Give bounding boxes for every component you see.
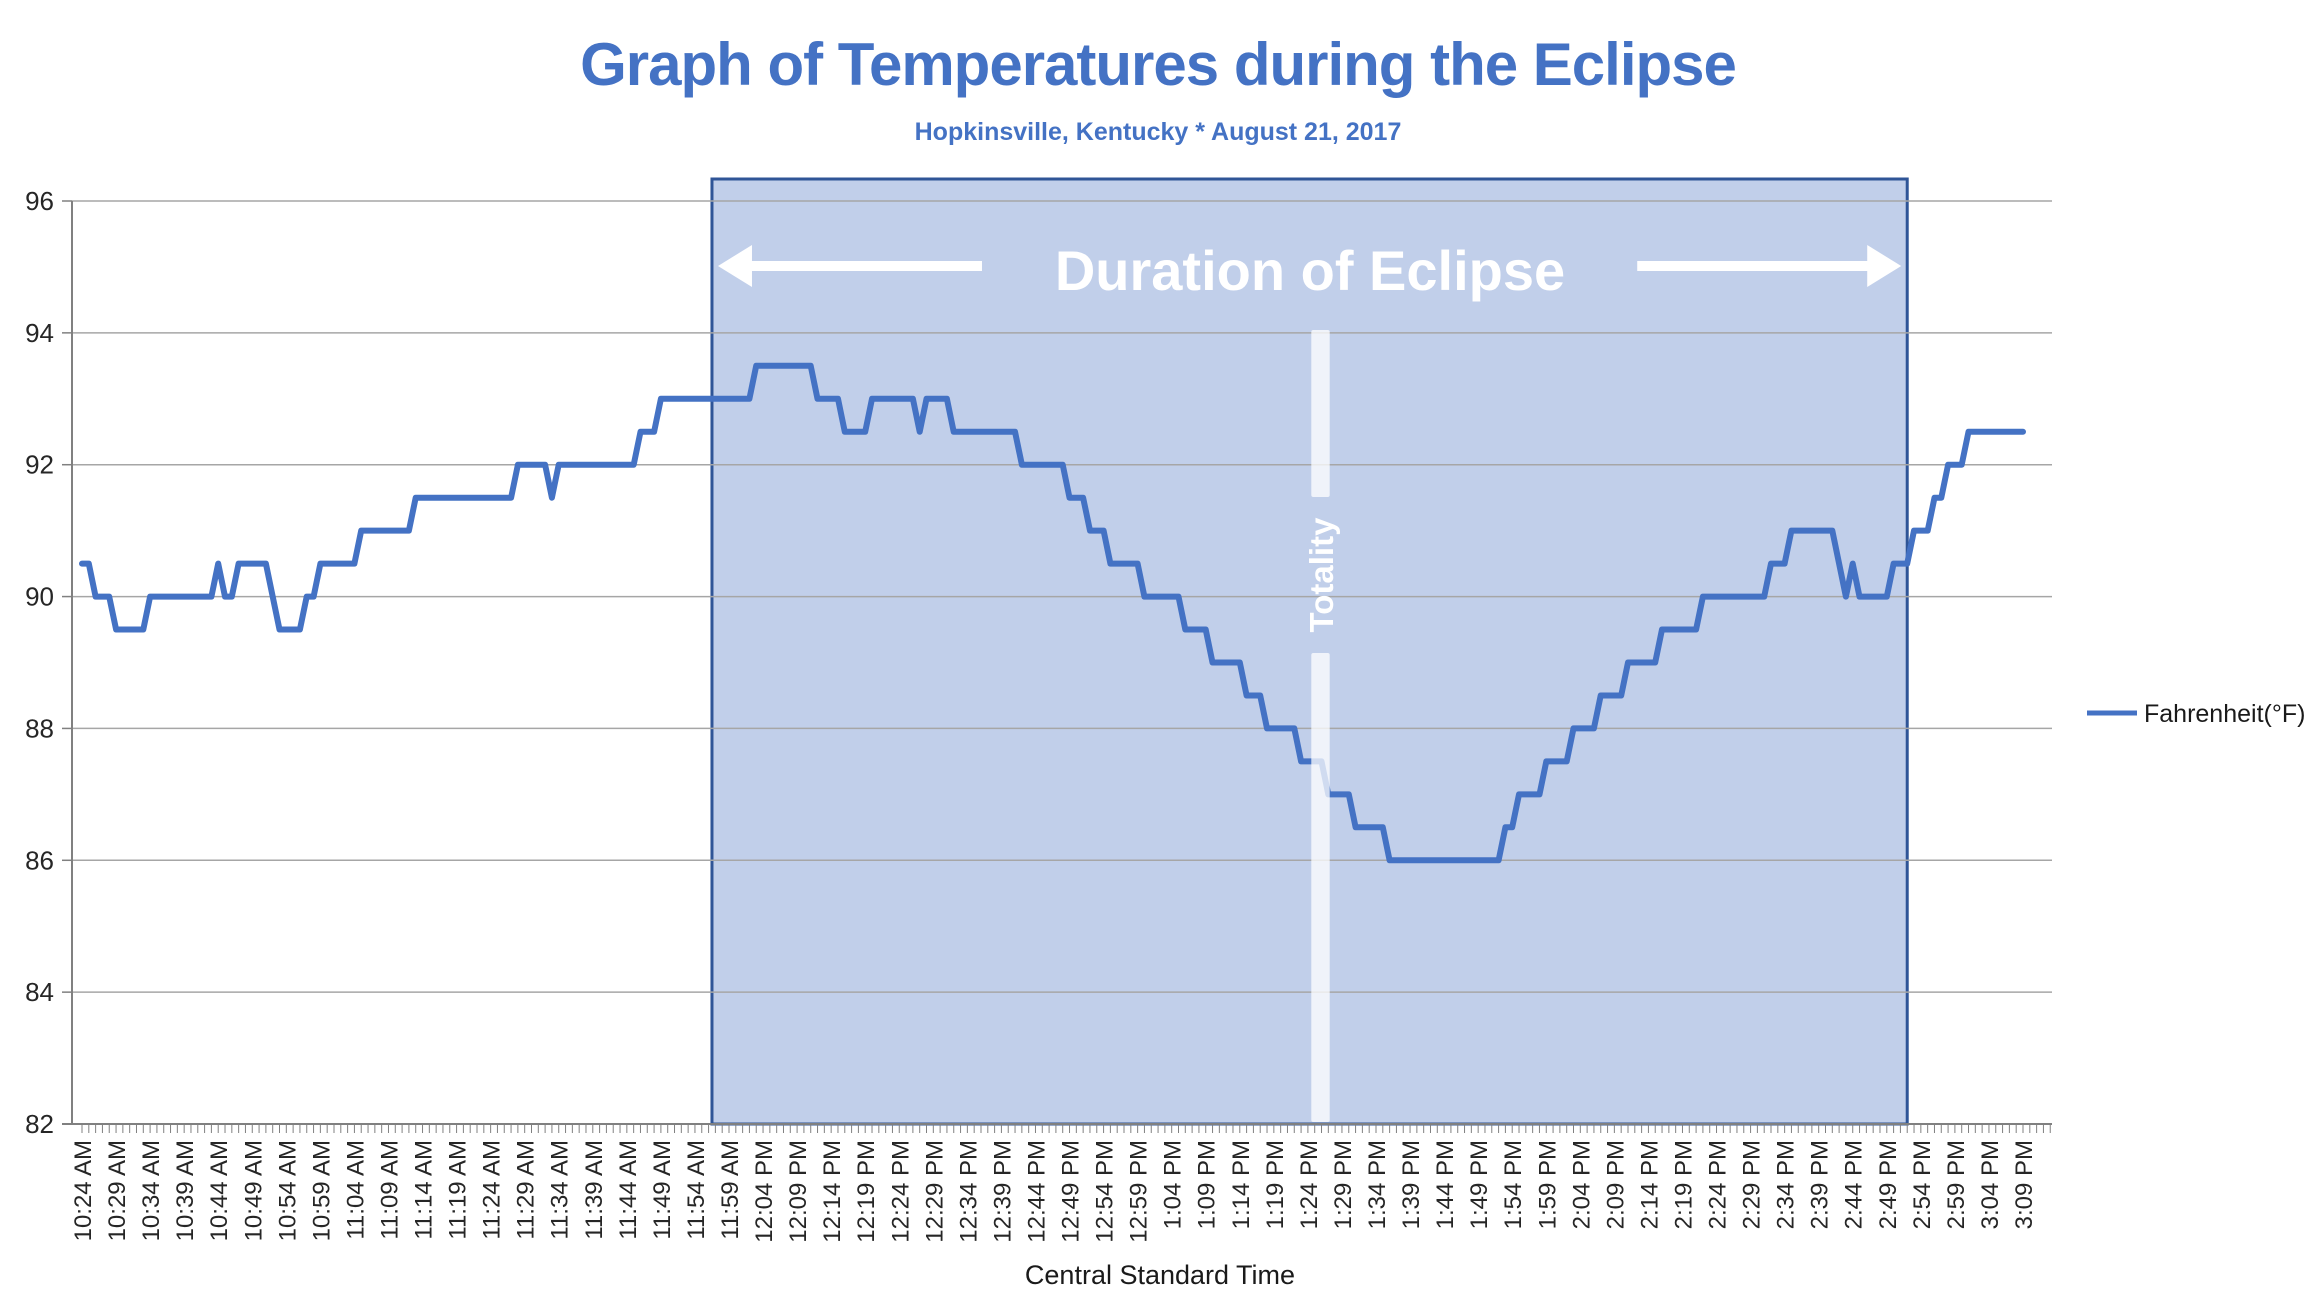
eclipse-region-box <box>710 177 1909 1126</box>
x-tick-label: 1:09 PM <box>1194 1140 1221 1229</box>
x-tick-label: 12:34 PM <box>955 1140 982 1243</box>
y-tick-label: 86 <box>25 845 54 875</box>
eclipse-arrows-layer <box>717 245 1902 287</box>
x-tick-label: 11:49 AM <box>649 1140 676 1240</box>
eclipse-region-label: Duration of Eclipse <box>1055 239 1565 302</box>
x-tick-label: 12:29 PM <box>921 1140 948 1243</box>
x-tick-label: 10:54 AM <box>274 1140 301 1241</box>
x-tick-label: 11:29 AM <box>513 1140 540 1240</box>
y-tick-label: 90 <box>25 582 54 612</box>
x-tick-label: 12:14 PM <box>819 1140 846 1243</box>
totality-label: Totality <box>1303 517 1340 633</box>
x-tick-label: 2:59 PM <box>1943 1140 1970 1229</box>
x-tick-label: 10:34 AM <box>138 1140 165 1241</box>
y-tick-label: 96 <box>25 186 54 216</box>
x-tick-label: 10:39 AM <box>172 1140 199 1241</box>
y-tick-label: 82 <box>25 1109 54 1139</box>
x-tick-label: 2:29 PM <box>1739 1140 1766 1229</box>
axes-layer <box>62 200 2052 1133</box>
x-tick-label: 1:44 PM <box>1432 1140 1459 1229</box>
x-tick-label: 3:04 PM <box>1977 1140 2004 1229</box>
x-tick-label: 1:29 PM <box>1330 1140 1357 1229</box>
x-tick-label: 2:49 PM <box>1875 1140 1902 1229</box>
chart-title: Graph of Temperatures during the Eclipse <box>580 31 1737 98</box>
x-tick-label: 1:49 PM <box>1466 1140 1493 1229</box>
temperature-line <box>79 362 2026 864</box>
x-tick-label: 1:19 PM <box>1262 1140 1289 1229</box>
temperature-line-layer <box>79 362 2026 864</box>
x-tick-label: 11:04 AM <box>342 1140 369 1240</box>
x-tick-label: 2:54 PM <box>1909 1140 1936 1229</box>
x-tick-label: 1:24 PM <box>1296 1140 1323 1229</box>
x-tick-label: 11:39 AM <box>581 1140 608 1240</box>
eclipse-region-layer <box>710 177 1909 1126</box>
x-tick-label: 1:59 PM <box>1534 1140 1561 1229</box>
y-tick-label: 88 <box>25 713 54 743</box>
x-tick-label: 11:34 AM <box>547 1140 574 1240</box>
x-tick-label: 12:59 PM <box>1126 1140 1153 1243</box>
y-tick-label: 84 <box>25 977 54 1007</box>
totality-band-upper <box>1311 330 1330 497</box>
x-tick-label: 1:54 PM <box>1500 1140 1527 1229</box>
x-tick-label: 11:24 AM <box>479 1140 506 1240</box>
right-arrow-head <box>1867 245 1902 287</box>
x-tick-label: 2:19 PM <box>1670 1140 1697 1229</box>
legend: Fahrenheit(°F) <box>2087 700 2305 728</box>
x-tick-label: 12:24 PM <box>887 1140 914 1243</box>
x-tick-label: 10:29 AM <box>104 1140 131 1241</box>
x-tick-label: 2:14 PM <box>1636 1140 1663 1229</box>
x-tick-label: 1:14 PM <box>1228 1140 1255 1229</box>
x-tick-label: 10:24 AM <box>70 1140 97 1241</box>
x-tick-label: 2:34 PM <box>1773 1140 1800 1229</box>
x-tick-label: 11:44 AM <box>615 1140 642 1240</box>
y-tick-label: 94 <box>25 318 54 348</box>
x-axis-title: Central Standard Time <box>1025 1260 1295 1290</box>
left-arrow-head <box>717 245 752 287</box>
x-tick-label: 2:44 PM <box>1841 1140 1868 1229</box>
x-tick-label: 12:19 PM <box>853 1140 880 1243</box>
x-tick-label: 12:09 PM <box>785 1140 812 1243</box>
x-tick-label: 12:04 PM <box>751 1140 778 1243</box>
x-tick-label: 10:59 AM <box>308 1140 335 1241</box>
x-tick-label: 11:09 AM <box>376 1140 403 1240</box>
x-tick-label: 1:04 PM <box>1160 1140 1187 1229</box>
x-tick-label: 12:39 PM <box>989 1140 1016 1243</box>
x-tick-label: 2:39 PM <box>1807 1140 1834 1229</box>
x-tick-label: 10:44 AM <box>206 1140 233 1241</box>
x-tick-label: 3:09 PM <box>2011 1140 2038 1229</box>
x-tick-label: 1:34 PM <box>1364 1140 1391 1229</box>
x-tick-label: 11:59 AM <box>717 1140 744 1240</box>
x-tick-label: 12:49 PM <box>1058 1140 1085 1243</box>
x-tick-label: 2:09 PM <box>1602 1140 1629 1229</box>
totality-band-layer <box>1311 330 1330 1122</box>
x-tick-label: 12:54 PM <box>1092 1140 1119 1243</box>
x-tick-label: 11:14 AM <box>411 1140 438 1240</box>
x-tick-label: 10:49 AM <box>240 1140 267 1241</box>
x-tick-label: 12:44 PM <box>1023 1140 1050 1243</box>
x-tick-label: 11:19 AM <box>445 1140 472 1240</box>
x-tick-labels-layer: 10:24 AM 10:29 AM 10:34 AM 10:39 AM 10:44 AM… <box>70 1140 2038 1243</box>
right-arrow-shaft <box>1637 261 1871 271</box>
totality-band-lower <box>1311 653 1330 1122</box>
x-tick-label: 2:04 PM <box>1568 1140 1595 1229</box>
x-tick-label: 1:39 PM <box>1398 1140 1425 1229</box>
x-tick-label: 11:54 AM <box>683 1140 710 1240</box>
x-tick-label: 2:24 PM <box>1705 1140 1732 1229</box>
y-tick-labels-layer: 82 84 86 88 90 92 94 96 <box>25 186 54 1139</box>
chart-subtitle: Hopkinsville, Kentucky * August 21, 2017 <box>914 118 1402 146</box>
left-arrow-shaft <box>748 261 982 271</box>
legend-label: Fahrenheit(°F) <box>2144 700 2305 728</box>
y-tick-label: 92 <box>25 450 54 480</box>
